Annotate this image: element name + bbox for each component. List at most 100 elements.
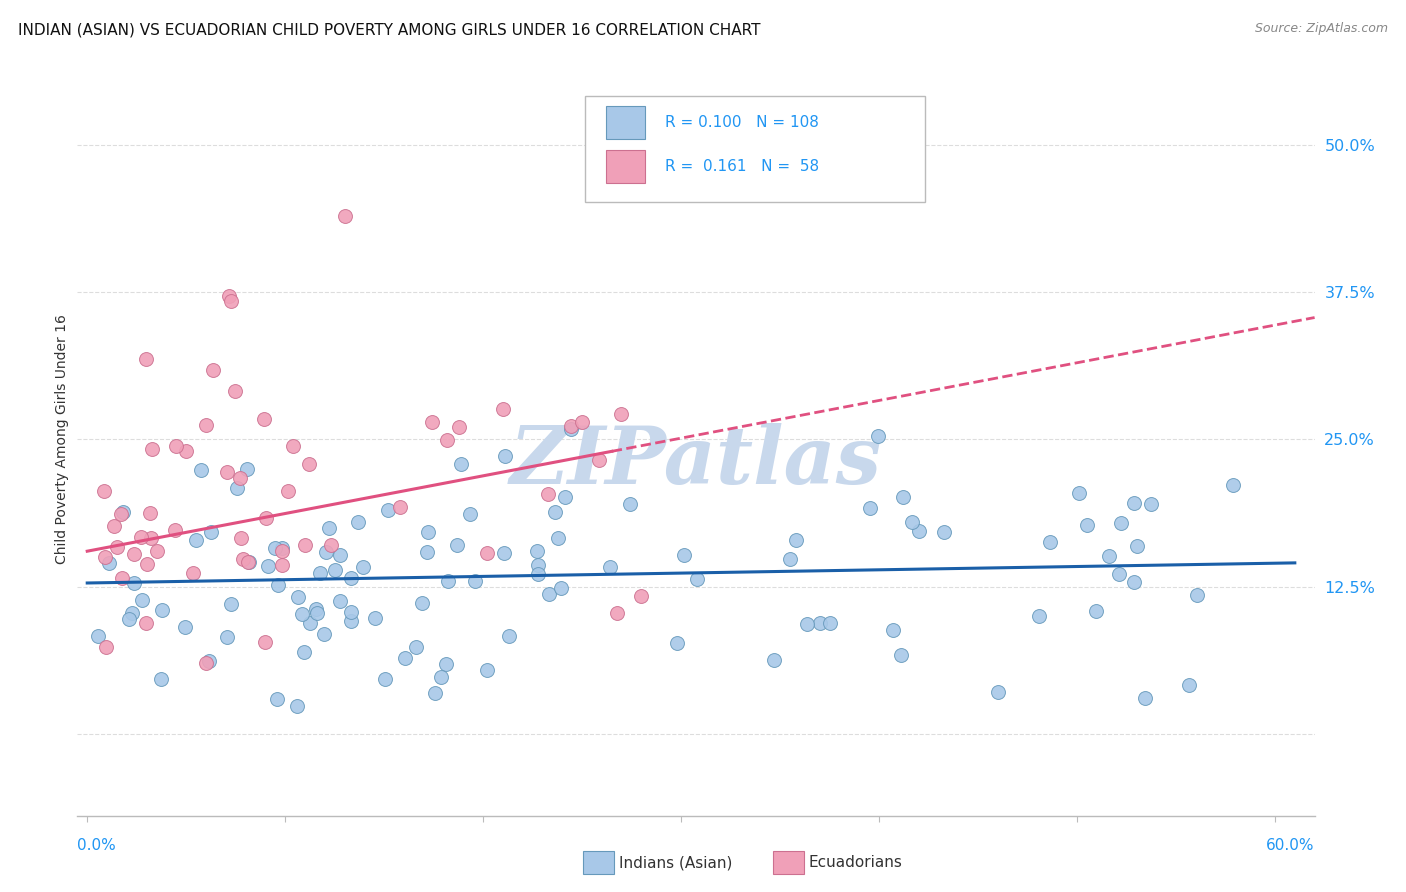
Point bbox=[547, 532, 569, 546]
Point bbox=[475, 663, 498, 677]
Point bbox=[122, 547, 145, 561]
Point bbox=[560, 418, 582, 433]
Point bbox=[263, 541, 285, 556]
Point bbox=[103, 519, 125, 533]
Point bbox=[364, 611, 387, 625]
Point bbox=[236, 462, 259, 476]
Point bbox=[686, 572, 709, 586]
Point bbox=[111, 571, 134, 585]
Text: R = 0.100   N = 108: R = 0.100 N = 108 bbox=[665, 115, 818, 130]
Point bbox=[1135, 691, 1157, 706]
Point bbox=[173, 620, 195, 634]
Point bbox=[1028, 608, 1050, 623]
Point bbox=[1123, 496, 1146, 510]
Point bbox=[194, 656, 217, 670]
Point bbox=[111, 505, 134, 519]
Point bbox=[287, 590, 309, 604]
Point bbox=[907, 524, 929, 539]
FancyBboxPatch shape bbox=[585, 96, 925, 202]
Point bbox=[139, 531, 162, 545]
Point bbox=[1185, 589, 1208, 603]
Point bbox=[447, 419, 470, 434]
Point bbox=[1123, 575, 1146, 590]
Point bbox=[141, 442, 163, 456]
Point bbox=[224, 384, 246, 398]
Point bbox=[298, 615, 321, 630]
Point bbox=[498, 629, 520, 643]
Point bbox=[232, 551, 254, 566]
Point bbox=[329, 548, 352, 562]
Point bbox=[779, 551, 801, 566]
Point bbox=[1111, 516, 1133, 530]
Point bbox=[94, 550, 117, 565]
Point bbox=[673, 549, 696, 563]
Point bbox=[423, 686, 446, 700]
Point bbox=[610, 407, 633, 421]
Point bbox=[294, 538, 316, 552]
Point bbox=[527, 567, 550, 582]
Point bbox=[217, 466, 239, 480]
Point bbox=[312, 627, 335, 641]
Point bbox=[225, 481, 247, 495]
Y-axis label: Child Poverty Among Girls Under 16: Child Poverty Among Girls Under 16 bbox=[55, 314, 69, 565]
Point bbox=[1178, 678, 1201, 692]
Point bbox=[194, 418, 217, 433]
Point bbox=[446, 538, 468, 552]
Point bbox=[588, 453, 610, 467]
Point bbox=[1098, 549, 1121, 564]
Point bbox=[859, 501, 882, 516]
Point bbox=[882, 624, 904, 638]
Point bbox=[135, 352, 157, 367]
Point bbox=[118, 612, 141, 626]
Point bbox=[1076, 518, 1098, 533]
Point bbox=[93, 483, 115, 498]
Point bbox=[319, 538, 342, 552]
Text: R =  0.161   N =  58: R = 0.161 N = 58 bbox=[665, 159, 820, 174]
Point bbox=[281, 439, 304, 453]
Point bbox=[229, 471, 252, 485]
Point bbox=[200, 524, 222, 539]
Point bbox=[174, 444, 197, 458]
Point bbox=[599, 559, 621, 574]
Point bbox=[94, 640, 117, 654]
Point bbox=[987, 684, 1010, 698]
Text: ZIPatlas: ZIPatlas bbox=[510, 423, 882, 500]
Point bbox=[150, 602, 173, 616]
Text: INDIAN (ASIAN) VS ECUADORIAN CHILD POVERTY AMONG GIRLS UNDER 16 CORRELATION CHAR: INDIAN (ASIAN) VS ECUADORIAN CHILD POVER… bbox=[18, 22, 761, 37]
Point bbox=[318, 521, 340, 535]
Point bbox=[87, 629, 110, 643]
Point bbox=[1085, 604, 1108, 618]
Point bbox=[305, 606, 328, 620]
Point bbox=[492, 402, 515, 417]
Point bbox=[186, 533, 208, 547]
Point bbox=[219, 597, 242, 611]
Point bbox=[323, 563, 346, 577]
Point bbox=[544, 505, 567, 519]
Point bbox=[494, 449, 516, 463]
Bar bbox=[606, 105, 645, 139]
Point bbox=[891, 491, 914, 505]
Point bbox=[122, 576, 145, 591]
Point bbox=[1140, 498, 1163, 512]
Point bbox=[181, 566, 204, 580]
Point bbox=[305, 602, 328, 616]
Point bbox=[136, 558, 159, 572]
Point bbox=[762, 653, 785, 667]
Point bbox=[890, 648, 912, 663]
Text: 0.0%: 0.0% bbox=[77, 838, 117, 853]
Point bbox=[932, 525, 955, 540]
Point bbox=[267, 578, 290, 592]
Bar bbox=[606, 150, 645, 184]
Text: Ecuadorians: Ecuadorians bbox=[808, 855, 903, 870]
Point bbox=[236, 555, 259, 569]
Point bbox=[458, 507, 481, 521]
Point bbox=[139, 506, 162, 520]
Point bbox=[292, 645, 315, 659]
Point bbox=[374, 672, 396, 686]
Point bbox=[146, 544, 169, 558]
Point bbox=[238, 555, 260, 569]
Point bbox=[560, 421, 582, 435]
Point bbox=[537, 587, 560, 601]
Point bbox=[434, 657, 457, 671]
Point bbox=[352, 559, 374, 574]
